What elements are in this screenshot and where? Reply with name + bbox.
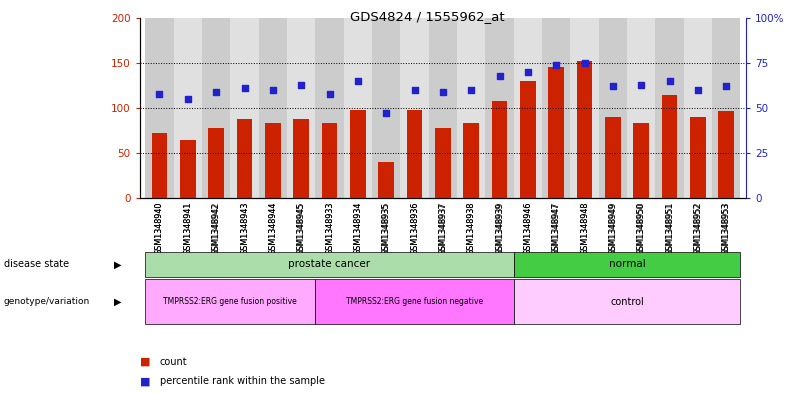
Bar xyxy=(180,140,196,198)
Text: GSM1348941: GSM1348941 xyxy=(184,202,192,255)
Bar xyxy=(514,18,542,198)
Bar xyxy=(492,101,508,198)
Text: GSM1348949: GSM1348949 xyxy=(608,202,618,255)
Bar xyxy=(520,81,535,198)
Point xyxy=(635,81,648,88)
Point xyxy=(153,90,166,97)
Bar xyxy=(407,110,422,198)
Point xyxy=(323,90,336,97)
Bar xyxy=(634,123,649,198)
Bar xyxy=(627,18,655,198)
Text: GSM1348951: GSM1348951 xyxy=(665,202,674,255)
Bar xyxy=(322,123,338,198)
Point xyxy=(522,69,535,75)
Point xyxy=(663,78,676,84)
Text: GSM1348946: GSM1348946 xyxy=(523,202,532,255)
Point xyxy=(294,81,307,88)
Bar xyxy=(662,94,678,198)
Point xyxy=(493,72,506,79)
Text: prostate cancer: prostate cancer xyxy=(288,259,370,269)
Text: count: count xyxy=(160,356,188,367)
Bar xyxy=(152,133,168,198)
Text: GSM1348945: GSM1348945 xyxy=(297,202,306,255)
Bar xyxy=(718,111,734,198)
Bar xyxy=(605,117,621,198)
Bar xyxy=(372,18,401,198)
Bar xyxy=(684,18,712,198)
Bar xyxy=(655,18,684,198)
Bar xyxy=(378,162,394,198)
Point xyxy=(579,60,591,66)
Bar xyxy=(485,18,514,198)
Text: GSM1348953: GSM1348953 xyxy=(722,202,731,255)
Text: GSM1348942: GSM1348942 xyxy=(211,202,221,255)
Text: GSM1348943: GSM1348943 xyxy=(240,202,249,255)
Text: normal: normal xyxy=(609,259,646,269)
Bar xyxy=(174,18,202,198)
Bar xyxy=(464,123,479,198)
Text: GSM1348935: GSM1348935 xyxy=(381,202,391,255)
Point xyxy=(351,78,364,84)
Bar xyxy=(429,18,457,198)
Text: GSM1348936: GSM1348936 xyxy=(410,202,419,255)
Text: control: control xyxy=(610,297,644,307)
Bar xyxy=(145,18,174,198)
Bar xyxy=(548,67,564,198)
Bar xyxy=(287,18,315,198)
Text: GSM1348947: GSM1348947 xyxy=(551,202,561,255)
Bar xyxy=(231,18,259,198)
Text: GSM1348940: GSM1348940 xyxy=(155,202,164,255)
Bar xyxy=(294,119,309,198)
Point xyxy=(550,62,563,68)
Text: ▶: ▶ xyxy=(114,259,122,269)
Text: TMPRSS2:ERG gene fusion negative: TMPRSS2:ERG gene fusion negative xyxy=(346,297,483,306)
Point xyxy=(267,87,279,93)
Text: genotype/variation: genotype/variation xyxy=(4,297,90,306)
Text: GSM1348950: GSM1348950 xyxy=(637,202,646,255)
Text: GSM1348933: GSM1348933 xyxy=(325,202,334,255)
Text: GSM1348939: GSM1348939 xyxy=(495,202,504,255)
Bar xyxy=(237,119,252,198)
Point xyxy=(380,110,393,117)
Bar xyxy=(265,123,281,198)
Bar xyxy=(202,18,231,198)
Text: GSM1348938: GSM1348938 xyxy=(467,202,476,255)
Bar xyxy=(208,128,224,198)
Point xyxy=(210,89,223,95)
Text: disease state: disease state xyxy=(4,259,69,269)
Point xyxy=(692,87,705,93)
Text: percentile rank within the sample: percentile rank within the sample xyxy=(160,376,325,386)
Point xyxy=(238,85,251,91)
Text: TMPRSS2:ERG gene fusion positive: TMPRSS2:ERG gene fusion positive xyxy=(164,297,297,306)
Point xyxy=(181,96,194,102)
Bar xyxy=(344,18,372,198)
Text: GDS4824 / 1555962_at: GDS4824 / 1555962_at xyxy=(350,10,504,23)
Text: ■: ■ xyxy=(140,356,150,367)
Text: ■: ■ xyxy=(140,376,150,386)
Text: GSM1348934: GSM1348934 xyxy=(354,202,362,255)
Bar xyxy=(598,18,627,198)
Text: GSM1348944: GSM1348944 xyxy=(268,202,278,255)
Bar xyxy=(571,18,598,198)
Text: GSM1348948: GSM1348948 xyxy=(580,202,589,255)
Text: GSM1348952: GSM1348952 xyxy=(693,202,702,256)
Point xyxy=(437,89,449,95)
Point xyxy=(720,83,733,90)
Bar xyxy=(577,61,592,198)
Text: ▶: ▶ xyxy=(114,297,122,307)
Bar xyxy=(401,18,429,198)
Text: GSM1348937: GSM1348937 xyxy=(438,202,448,255)
Bar xyxy=(690,117,705,198)
Point xyxy=(606,83,619,90)
Bar xyxy=(712,18,741,198)
Bar xyxy=(542,18,571,198)
Bar xyxy=(259,18,287,198)
Bar xyxy=(435,128,451,198)
Bar xyxy=(350,110,365,198)
Point xyxy=(408,87,421,93)
Point xyxy=(465,87,478,93)
Bar xyxy=(457,18,485,198)
Bar xyxy=(315,18,344,198)
